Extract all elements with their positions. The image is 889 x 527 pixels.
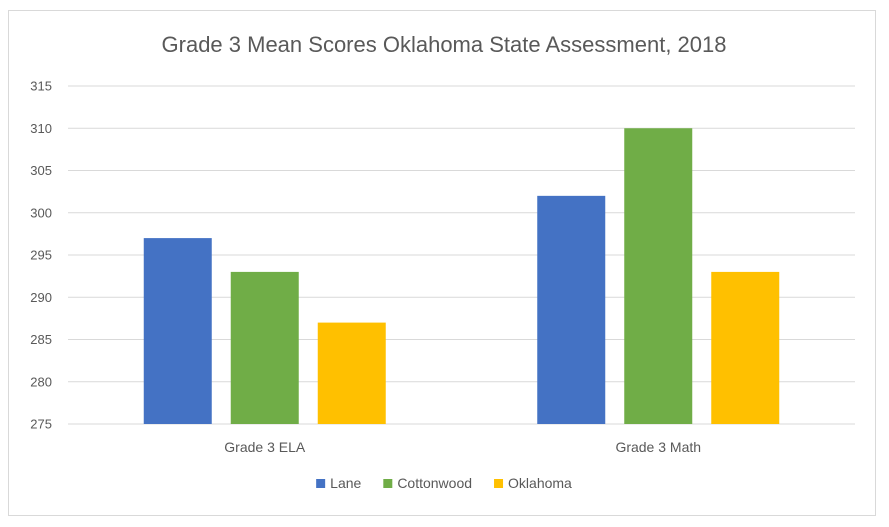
bar-lane-2 (537, 195, 606, 424)
bar-lane-1 (143, 238, 212, 424)
y-tick-label: 275 (30, 417, 52, 432)
bar-cottonwood-1 (230, 271, 299, 424)
y-axis-ticks: 275 280 285 290 295 300 305 310 315 (30, 79, 52, 432)
x-category-label: Grade 3 ELA (224, 439, 306, 455)
bars (143, 128, 780, 424)
y-tick-label: 290 (30, 290, 52, 305)
y-tick-label: 300 (30, 205, 52, 220)
bar-cottonwood-2 (624, 128, 693, 424)
legend: Lane Cottonwood Oklahoma (316, 475, 572, 491)
legend-item-cottonwood: Cottonwood (383, 475, 472, 491)
legend-swatch (316, 479, 326, 488)
bar-oklahoma-2 (711, 271, 780, 424)
y-tick-label: 305 (30, 163, 52, 178)
legend-swatch (494, 479, 504, 488)
legend-label: Lane (330, 475, 361, 491)
y-tick-label: 310 (30, 121, 52, 136)
y-tick-label: 285 (30, 332, 52, 347)
legend-item-lane: Lane (316, 475, 362, 491)
chart-title: Grade 3 Mean Scores Oklahoma State Asses… (162, 32, 727, 57)
legend-swatch (383, 479, 393, 488)
x-category-label: Grade 3 Math (615, 439, 701, 455)
y-tick-label: 295 (30, 248, 52, 263)
x-axis-categories: Grade 3 ELA Grade 3 Math (224, 439, 701, 455)
legend-item-oklahoma: Oklahoma (494, 475, 572, 491)
bar-oklahoma-1 (317, 322, 386, 424)
legend-label: Cottonwood (397, 475, 472, 491)
y-tick-label: 315 (30, 79, 52, 94)
y-tick-label: 280 (30, 374, 52, 389)
legend-label: Oklahoma (508, 475, 572, 491)
